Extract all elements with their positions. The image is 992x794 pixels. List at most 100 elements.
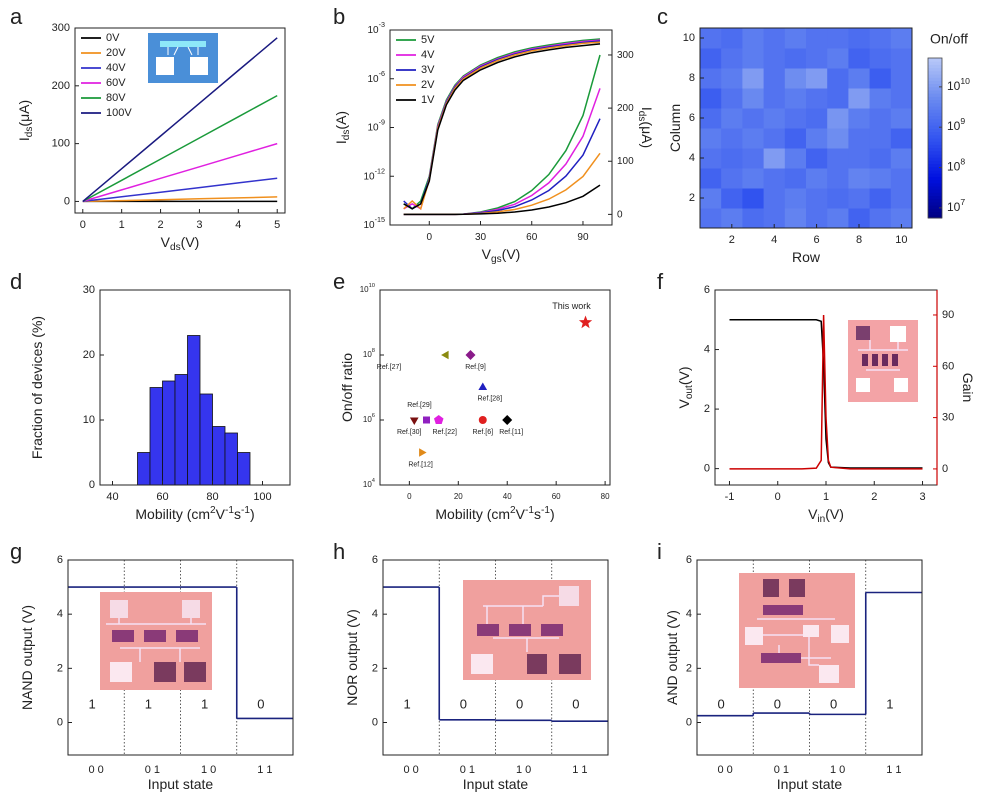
- heatmap-cell: [784, 148, 807, 169]
- x-tick-label-part: 8: [856, 234, 862, 246]
- point-label: Ref.[27]: [377, 364, 402, 371]
- heatmap-cell: [890, 128, 913, 149]
- colorbar-segment: [928, 208, 942, 213]
- y-tick-label: 6: [689, 112, 695, 124]
- x-axis-label: Vds(V): [161, 234, 200, 253]
- colorbar-tick-label-part: 10: [960, 76, 970, 86]
- y-tick-label-part: 0: [372, 716, 378, 728]
- series-line: [729, 319, 923, 469]
- y-axis-label: On/off ratio: [339, 353, 355, 422]
- y-tick-label: 0: [64, 195, 70, 207]
- x-axis-label: Input state: [463, 776, 529, 792]
- y-tick-label-part: 2: [57, 662, 63, 674]
- x-tick-label: 5: [274, 219, 280, 231]
- colorbar-segment: [928, 144, 942, 149]
- heatmap-cell: [721, 148, 743, 169]
- y-axis-label-part: I: [333, 140, 349, 144]
- x-tick-label: 40: [503, 492, 512, 501]
- x-tick-label: 0 1: [774, 764, 789, 776]
- y-tick-label: 300: [52, 22, 70, 34]
- y-tick-label-part: 10: [363, 171, 375, 182]
- heatmap-cell: [784, 68, 807, 89]
- y-tick-label-part: 10: [363, 480, 372, 489]
- y-tick-label: 10-9: [367, 117, 385, 133]
- y-tick-label: 8: [689, 72, 695, 84]
- heatmap-cell: [806, 168, 828, 189]
- heatmap-cell: [848, 148, 871, 169]
- logic-annotation: 0: [460, 696, 467, 711]
- x-tick-label-part: 0: [426, 232, 432, 243]
- x-axis-label-part: -1: [241, 505, 250, 516]
- x-tick-label: 4: [235, 219, 241, 231]
- heatmap-cell: [869, 108, 892, 129]
- heatmap-cell: [700, 128, 722, 149]
- x-axis-label-part: -1: [525, 505, 534, 516]
- histogram-bar: [237, 452, 251, 486]
- y-tick-label: 0: [372, 716, 378, 728]
- x-axis-label: Vin(V): [808, 506, 844, 525]
- insets: [100, 33, 918, 690]
- series-line: [729, 314, 923, 470]
- heatmap-cell: [827, 188, 849, 209]
- scatter-point: [409, 417, 419, 425]
- y-axis-label: AND output (V): [664, 610, 680, 705]
- y-tick-label: 2: [57, 662, 63, 674]
- legend-label: 5V: [421, 34, 435, 46]
- x-tick-label: 4: [771, 234, 777, 246]
- heatmap-cell: [890, 108, 913, 129]
- legend-label: 80V: [106, 92, 126, 104]
- x-axis-label-part: ): [250, 506, 255, 522]
- heatmap-cell: [700, 168, 722, 189]
- colorbar-segment: [928, 90, 942, 94]
- x-tick-label-part: 2: [871, 491, 877, 503]
- heatmap-cell: [806, 208, 828, 229]
- y-tick-label: 10-15: [363, 215, 385, 231]
- heatmap-cell: [742, 208, 765, 229]
- scatter-point: [419, 448, 427, 457]
- heatmap-cell: [784, 168, 807, 189]
- y-tick-label-part: 0: [704, 463, 710, 475]
- y-tick-label-part: 4: [704, 343, 710, 355]
- heatmap-cell: [806, 28, 828, 49]
- x-tick-label: 2: [871, 491, 877, 503]
- heatmap-cell: [742, 48, 765, 69]
- plot-frame: [382, 559, 609, 756]
- y-axis-label-part: I: [16, 137, 32, 141]
- y2-tick-label-part: 30: [942, 412, 954, 424]
- y-tick-label: 4: [57, 608, 63, 620]
- y-tick-label: 10-3: [367, 20, 385, 36]
- y-tick-label-part: 300: [52, 22, 70, 34]
- heatmap-cell: [869, 128, 892, 149]
- heatmap-cell: [763, 188, 786, 209]
- heatmap-cell: [869, 208, 892, 229]
- y-tick-label-part: -9: [379, 117, 385, 126]
- heatmap-cell: [700, 48, 722, 69]
- y-tick-label-part: 4: [686, 608, 692, 620]
- scatter-point: [478, 382, 488, 390]
- y-tick-label-part: 8: [372, 348, 375, 354]
- colorbar-segment: [928, 150, 942, 155]
- y-tick-label: 0: [89, 479, 95, 491]
- y-tick-label-part: 6: [372, 413, 375, 419]
- heatmap-cell: [742, 88, 765, 109]
- x-tick-label-part: 3: [919, 491, 925, 503]
- x-tick-label: 1 1: [572, 764, 587, 776]
- x-tick-label: 10: [895, 234, 907, 246]
- x-tick-label: -1: [725, 491, 735, 503]
- x-tick-label: 0 1: [460, 764, 475, 776]
- x-axis-label-part: Row: [792, 249, 821, 265]
- colorbar-segment: [928, 163, 942, 168]
- x-tick-label: 8: [856, 234, 862, 246]
- x-tick-label-part: 2: [729, 234, 735, 246]
- heatmap-cell: [763, 168, 786, 189]
- y-axis-label: Ids(μA): [16, 100, 35, 141]
- x-axis-label-part: V: [216, 506, 226, 522]
- y-tick-label: 10-12: [363, 166, 385, 182]
- colorbar-tick-label-part: 7: [960, 197, 965, 207]
- y-tick-label: 2: [689, 192, 695, 204]
- y-axis-label: Vout(V): [676, 366, 695, 408]
- y-tick-label-part: 10: [360, 285, 369, 294]
- x-axis-label-part: ): [550, 506, 555, 522]
- logic-annotation: 0: [572, 696, 579, 711]
- heatmap-cell: [784, 208, 807, 229]
